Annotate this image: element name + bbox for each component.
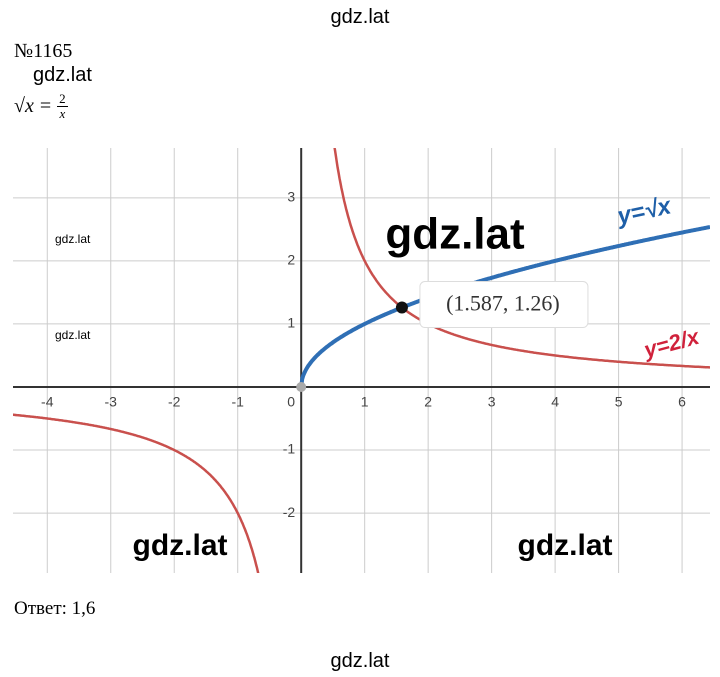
y-tick-label: -1 [283,441,296,457]
numerator: 2 [57,91,68,107]
hyperbola [333,148,710,369]
y-tick-label: 3 [287,189,295,205]
x-tick-label: 1 [361,394,369,410]
x-tick-label: -3 [105,394,118,410]
y-tick-label: 1 [287,315,295,331]
y-tick-label: 2 [287,252,295,268]
task-number: №1165 [14,40,73,62]
fraction: 2 x [57,92,68,121]
watermark: gdz.lat [385,210,525,259]
watermark: gdz.lat [330,6,390,28]
answer: Ответ: 1,6 [14,598,96,619]
x-tick-label: 0 [287,394,295,410]
intersection-point [395,301,408,314]
watermark: gdz.lat [55,232,91,246]
curve-label: y=2/x [640,324,702,363]
x-tick-label: 3 [488,394,496,410]
x-tick-label: 6 [678,394,686,410]
watermark: gdz.lat [133,529,228,562]
equation: √x = 2 x [14,92,68,121]
point-label-box [419,281,589,329]
point-label: (1.587, 1.26) [446,291,560,316]
eq-left: √x [14,95,34,117]
x-tick-label: -2 [168,394,181,410]
y-tick-label: -2 [283,504,296,520]
origin-dot [296,381,307,392]
denominator: x [59,106,66,121]
sqrt-curve [299,225,710,388]
x-tick-label: -1 [231,394,244,410]
watermark: gdz.lat [330,650,390,672]
watermark: gdz.lat [518,529,613,562]
x-tick-label: 4 [551,394,559,410]
x-tick-label: -4 [41,394,54,410]
eq-sign: = [39,95,52,117]
x-tick-label: 5 [615,394,623,410]
curves [13,148,710,573]
hyperbola [13,413,260,573]
x-tick-label: 2 [424,394,432,410]
watermark: gdz.lat [33,64,92,86]
watermark: gdz.lat [55,328,91,342]
